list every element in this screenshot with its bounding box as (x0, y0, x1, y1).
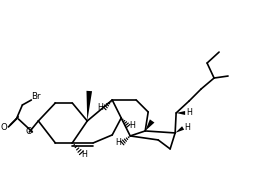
Polygon shape (175, 126, 184, 133)
Text: Br: Br (32, 93, 41, 101)
Text: H: H (97, 104, 103, 112)
Text: H: H (129, 121, 135, 131)
Text: H: H (186, 108, 192, 117)
Polygon shape (176, 111, 185, 115)
Text: H: H (184, 124, 190, 132)
Text: H: H (115, 139, 121, 147)
Text: H: H (81, 150, 87, 159)
Text: O: O (26, 127, 33, 136)
Polygon shape (145, 119, 154, 131)
Text: O: O (0, 124, 7, 132)
Polygon shape (87, 91, 92, 121)
